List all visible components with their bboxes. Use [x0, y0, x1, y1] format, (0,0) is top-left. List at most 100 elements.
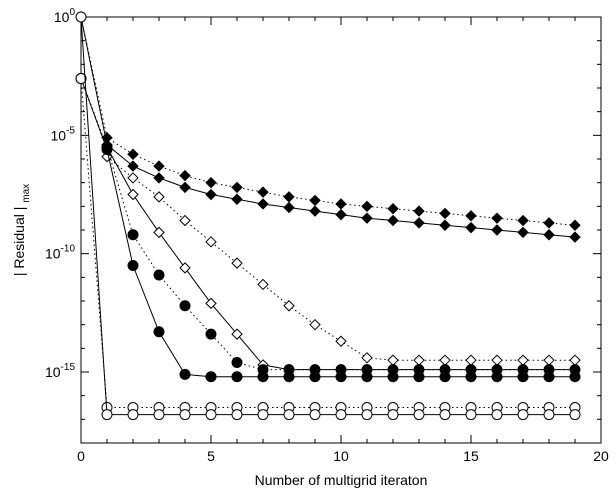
data-point [491, 224, 503, 236]
data-point [439, 207, 451, 220]
series-line [106, 156, 575, 361]
y-tick-exponent: -5 [66, 125, 75, 136]
data-point [283, 371, 295, 383]
data-point [413, 371, 425, 383]
data-point [543, 354, 555, 366]
data-point [569, 354, 581, 366]
data-point [543, 371, 555, 383]
x-tick-label: 10 [333, 448, 349, 464]
data-point [361, 212, 373, 224]
series-1 [75, 11, 581, 231]
data-point [153, 172, 165, 184]
series-line [80, 78, 575, 408]
data-point [179, 181, 191, 194]
data-point [127, 160, 139, 172]
data-point [205, 188, 217, 201]
data-point [361, 371, 373, 383]
data-point [283, 191, 295, 203]
series-7 [75, 73, 581, 413]
x-tick-label: 0 [77, 448, 85, 464]
data-point [335, 371, 347, 383]
data-point [179, 214, 191, 227]
data-point [569, 371, 581, 383]
data-point [413, 205, 425, 217]
data-point [413, 409, 425, 421]
data-point [335, 208, 347, 221]
data-point [205, 297, 217, 310]
data-point [387, 409, 399, 421]
series-2 [75, 11, 581, 243]
data-point [179, 300, 191, 312]
data-point [413, 217, 425, 229]
data-point [491, 371, 503, 383]
data-point [491, 409, 503, 421]
data-point [465, 409, 477, 421]
data-point [179, 409, 191, 421]
data-point [283, 201, 295, 214]
data-point [465, 210, 477, 222]
data-point [361, 409, 373, 421]
data-point [153, 191, 165, 203]
data-point [361, 200, 373, 213]
data-point [179, 262, 191, 274]
data-point [153, 226, 165, 239]
data-point [465, 371, 477, 383]
y-tick-label: 100 [54, 7, 76, 25]
data-point [517, 226, 529, 239]
y-tick-label: 10-5 [51, 125, 76, 143]
data-point [257, 198, 269, 210]
y-axis-title: | Residual | max [11, 184, 32, 276]
data-point [361, 352, 373, 364]
data-point [335, 335, 347, 347]
series-line [80, 78, 575, 371]
data-point [231, 193, 243, 205]
data-point [101, 144, 113, 156]
series-3 [101, 150, 581, 366]
data-point [543, 409, 555, 421]
data-point [387, 214, 399, 227]
data-point [439, 219, 451, 231]
data-point [439, 409, 451, 421]
data-point [517, 409, 529, 421]
series-line [80, 16, 576, 226]
x-axis-title: Number of multigrid iteraton [255, 472, 428, 488]
data-point [283, 300, 295, 312]
data-point [517, 354, 529, 366]
data-point [127, 148, 139, 160]
data-point [569, 231, 581, 243]
y-tick-base: 10 [45, 246, 61, 262]
data-point [257, 371, 269, 383]
data-point [491, 354, 503, 366]
y-tick-exponent: 0 [69, 7, 75, 18]
y-axis-title-main: | Residual | [11, 207, 27, 277]
data-point [231, 357, 243, 369]
series-8 [75, 11, 581, 421]
data-point [413, 354, 425, 366]
data-point [387, 202, 399, 215]
data-point [153, 409, 165, 421]
data-point [309, 194, 321, 207]
data-point [257, 409, 269, 421]
data-point [127, 260, 139, 271]
data-point [75, 11, 87, 23]
data-point [491, 212, 503, 224]
data-point [335, 198, 347, 210]
data-point [205, 328, 217, 340]
data-point [257, 278, 269, 291]
data-point [543, 229, 555, 241]
data-point [569, 219, 581, 231]
data-point [153, 269, 165, 281]
data-point [231, 328, 243, 340]
data-point [205, 371, 217, 383]
data-point [309, 409, 321, 421]
data-point [231, 257, 243, 269]
data-point [309, 371, 321, 383]
y-axis-title-subscript: max [21, 184, 32, 203]
series-6 [75, 73, 581, 383]
data-point [569, 409, 581, 421]
data-point [179, 169, 191, 182]
series-line [80, 16, 575, 416]
data-point [205, 176, 217, 189]
data-point [309, 318, 321, 331]
